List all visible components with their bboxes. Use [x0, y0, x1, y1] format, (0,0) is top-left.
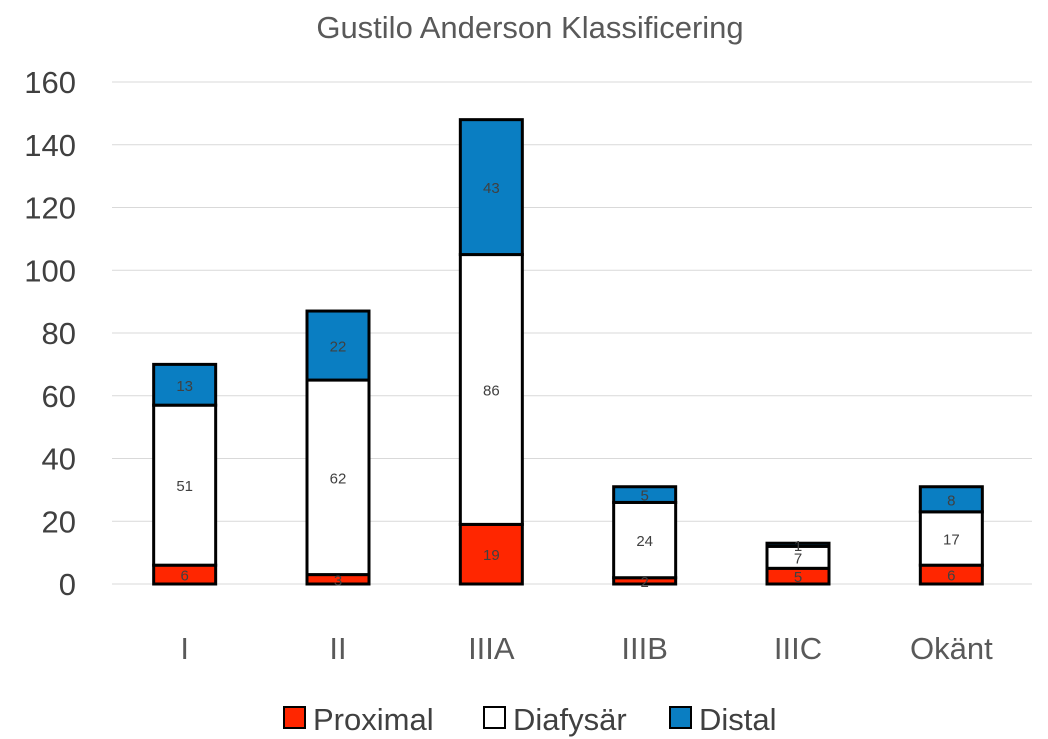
data-label: 1: [794, 538, 802, 555]
data-label: 62: [330, 470, 347, 487]
bar-distal-okänt: [918, 485, 984, 514]
y-tick-label: 120: [24, 191, 76, 226]
data-label: 6: [947, 568, 955, 585]
data-label: 22: [330, 339, 347, 356]
y-tick-label: 60: [42, 379, 76, 414]
data-label: 86: [483, 382, 500, 399]
data-label: 5: [640, 488, 648, 505]
chart-title: Gustilo Anderson Klassificering: [316, 10, 743, 45]
legend-label-diafysär: Diafysär: [513, 702, 627, 737]
y-tick-label: 100: [24, 253, 76, 288]
data-label: 13: [176, 378, 193, 395]
y-tick-label: 160: [24, 65, 76, 100]
x-tick-label: IIIB: [621, 631, 668, 666]
bar-distal-i: [152, 362, 218, 407]
legend-swatch-proximal: [283, 706, 306, 729]
bar-distal-iiia: [458, 118, 524, 257]
x-tick-label: IIIA: [468, 631, 515, 666]
y-tick-label: 40: [42, 442, 76, 477]
data-label: 2: [640, 574, 648, 591]
x-tick-label: IIIC: [774, 631, 822, 666]
y-axis-ticks: 0 20 40 60 80 100 120 140 160: [24, 65, 76, 602]
data-label: 51: [176, 478, 193, 495]
x-tick-label: II: [329, 631, 346, 666]
bar-distal-iiic: [765, 541, 831, 548]
data-label: 43: [483, 180, 500, 197]
y-tick-label: 140: [24, 128, 76, 163]
data-label: 17: [943, 532, 960, 549]
data-label: 8: [947, 492, 955, 509]
bar-distal-iiib: [612, 485, 678, 504]
data-label: 3: [334, 572, 342, 589]
data-label: 5: [794, 569, 802, 586]
bars: [152, 118, 984, 586]
y-tick-label: 20: [42, 504, 76, 539]
bar-diafysär-i: [152, 403, 218, 567]
data-label: 7: [794, 550, 802, 567]
bar-diafysär-iiia: [458, 253, 524, 526]
x-tick-label: I: [180, 631, 189, 666]
bar-diafysär-okänt: [918, 510, 984, 567]
data-label: 19: [483, 547, 500, 564]
x-tick-label: Okänt: [910, 631, 993, 666]
gridlines: [112, 81, 1032, 585]
x-axis-ticks: I II IIIA IIIB IIIC Okänt: [180, 631, 993, 666]
legend-swatch-distal: [669, 706, 692, 729]
legend-label-proximal: Proximal: [313, 702, 434, 737]
data-label: 6: [180, 568, 188, 585]
y-tick-label: 80: [42, 316, 76, 351]
data-label: 24: [636, 533, 653, 550]
bar-distal-ii: [305, 309, 371, 382]
data-labels: 6 51 13 3 62 22 19 86 43 2 24 5 5 71 6 17 8: [176, 180, 959, 591]
y-tick-label: 0: [59, 567, 76, 602]
legend-label-distal: Distal: [699, 702, 777, 737]
legend-swatch-diafysär: [483, 706, 506, 729]
legend: Proximal Diafysär Distal: [283, 702, 777, 737]
